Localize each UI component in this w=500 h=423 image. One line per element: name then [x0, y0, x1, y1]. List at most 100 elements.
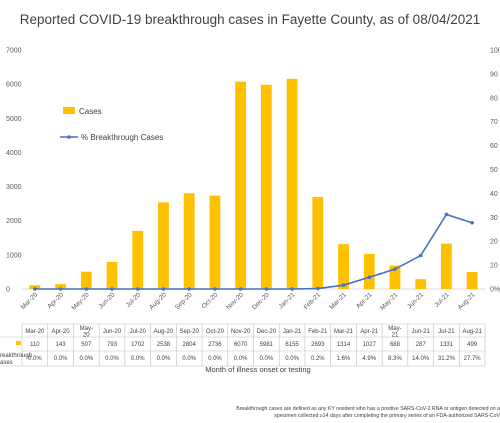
line-point [316, 286, 320, 291]
table-cell: 2804 [183, 342, 197, 348]
table-cell: 2538 [157, 342, 171, 348]
x-tick-label: Aug-21 [457, 291, 477, 311]
table-cell: 5981 [260, 342, 274, 348]
bar [286, 78, 298, 290]
table-header-cell: Mar-21 [334, 329, 354, 335]
table-header-cell: May- [80, 326, 93, 332]
bar [106, 261, 118, 289]
line-point [264, 287, 269, 291]
table-header-cell: Oct-20 [206, 329, 225, 335]
x-axis: Mar-20 Apr-20 May-20 Jun-20 Jul-20 Aug-20 Sep-… [20, 291, 477, 312]
x-tick-label: Aug-20 [148, 291, 168, 311]
y2-tick-label: 60 [490, 143, 498, 150]
chart-title: Reported COVID-19 breakthrough cases in … [20, 12, 481, 27]
table-header-cell: Jul-21 [438, 329, 455, 335]
bar [441, 243, 452, 289]
x-tick-label: Mar-20 [20, 291, 40, 311]
table-header-cell: Sep-20 [180, 329, 200, 335]
y-tick-label: 4000 [6, 150, 22, 157]
bar [363, 253, 375, 289]
table-cell: 6070 [234, 342, 248, 348]
y2-tick-label: 80 [490, 95, 498, 102]
bar [183, 193, 195, 289]
y-tick-label: 6000 [6, 82, 22, 89]
table-cell: 2736 [208, 342, 222, 348]
x-tick-label: Oct-20 [201, 291, 220, 310]
table-header-cell: Jan-21 [283, 329, 302, 335]
bar-series [29, 78, 478, 290]
table-key-bars [16, 341, 21, 345]
legend: Cases % Breakthrough Cases [60, 107, 163, 142]
bar [466, 271, 478, 289]
x-tick-label: Nov-20 [225, 291, 245, 311]
line-point [418, 253, 423, 258]
x-tick-label: Jul-20 [125, 291, 143, 309]
table-header-cell: Jul-20 [130, 329, 147, 335]
table-cell: 0.0% [285, 356, 299, 362]
line-point [33, 287, 37, 291]
table-cell: 2693 [311, 342, 325, 348]
table-cell: 8.3% [388, 356, 402, 362]
table-cell: 0.0% [79, 356, 93, 362]
table-cell: 688 [390, 342, 401, 348]
x-tick-label: Mar-21 [328, 291, 348, 311]
footnote-line: Breakthrough cases are defined as any KY… [236, 406, 500, 412]
table-row-label: ases [0, 360, 13, 366]
line-point [367, 275, 372, 280]
x-tick-label: May-21 [379, 291, 400, 312]
line-point [444, 212, 449, 217]
table-cell: 110 [30, 342, 40, 348]
table-header-cell: Apr-20 [52, 329, 71, 335]
y2-tick-label: 40 [490, 191, 498, 198]
bar [55, 284, 66, 289]
y2-tick-label: 20 [490, 239, 498, 246]
table-cell: 1.6% [337, 356, 351, 362]
table-header-cell: 21 [392, 333, 399, 339]
footnote: Breakthrough cases are defined as any KY… [236, 406, 500, 419]
table-header-cell: Feb-21 [308, 329, 328, 335]
y-tick-label: 1000 [6, 252, 22, 259]
x-tick-label: Jan-21 [277, 291, 296, 310]
table-cell: 143 [56, 342, 67, 348]
bar [158, 202, 169, 289]
y-tick-label: 7000 [6, 48, 22, 55]
table-header-cell: Aug-21 [462, 329, 482, 335]
y2-tick-label: 50 [490, 167, 498, 174]
line-point [110, 287, 114, 291]
table-cell: 1314 [337, 342, 351, 348]
table-cell: 1027 [363, 342, 377, 348]
x-axis-title: Month of illness onset or testing [205, 365, 310, 374]
table-cell: 0.0% [182, 356, 196, 362]
line-point [58, 287, 63, 291]
table-header-cell: 20 [83, 333, 90, 339]
table-cell: 0.0% [234, 356, 248, 362]
table-row-label: reakthrough [0, 353, 32, 359]
y2-axis: 0% 10 20 30 40 50 60 70 80 90 100 [490, 48, 500, 294]
y2-tick-label: 100 [490, 48, 500, 55]
table-cell: 27.7% [464, 356, 482, 362]
table-cell: 287 [416, 342, 427, 348]
line-point [393, 267, 397, 271]
legend-swatch-bars [63, 107, 75, 114]
line-point [341, 283, 346, 287]
line-point [135, 287, 140, 291]
table-cell: 793 [107, 342, 118, 348]
table-header-cell: Dec-20 [257, 329, 277, 335]
table-cell: 1702 [131, 342, 145, 348]
footnote-line: specimen collected ≥14 days after comple… [274, 413, 500, 419]
bar [235, 81, 247, 289]
bar [312, 197, 324, 289]
table-cell: 0.2% [311, 356, 325, 362]
y2-tick-label: 70 [490, 119, 498, 126]
line-point [290, 287, 294, 291]
x-tick-label: Dec-20 [251, 291, 271, 311]
line-series [33, 212, 474, 291]
table-cell: 4.9% [362, 356, 376, 362]
bar [209, 195, 221, 289]
x-tick-label: Apr-21 [355, 291, 374, 310]
table-cell: 0.0% [54, 356, 68, 362]
table-cell: 1331 [440, 342, 454, 348]
y-tick-label: 3000 [6, 184, 22, 191]
